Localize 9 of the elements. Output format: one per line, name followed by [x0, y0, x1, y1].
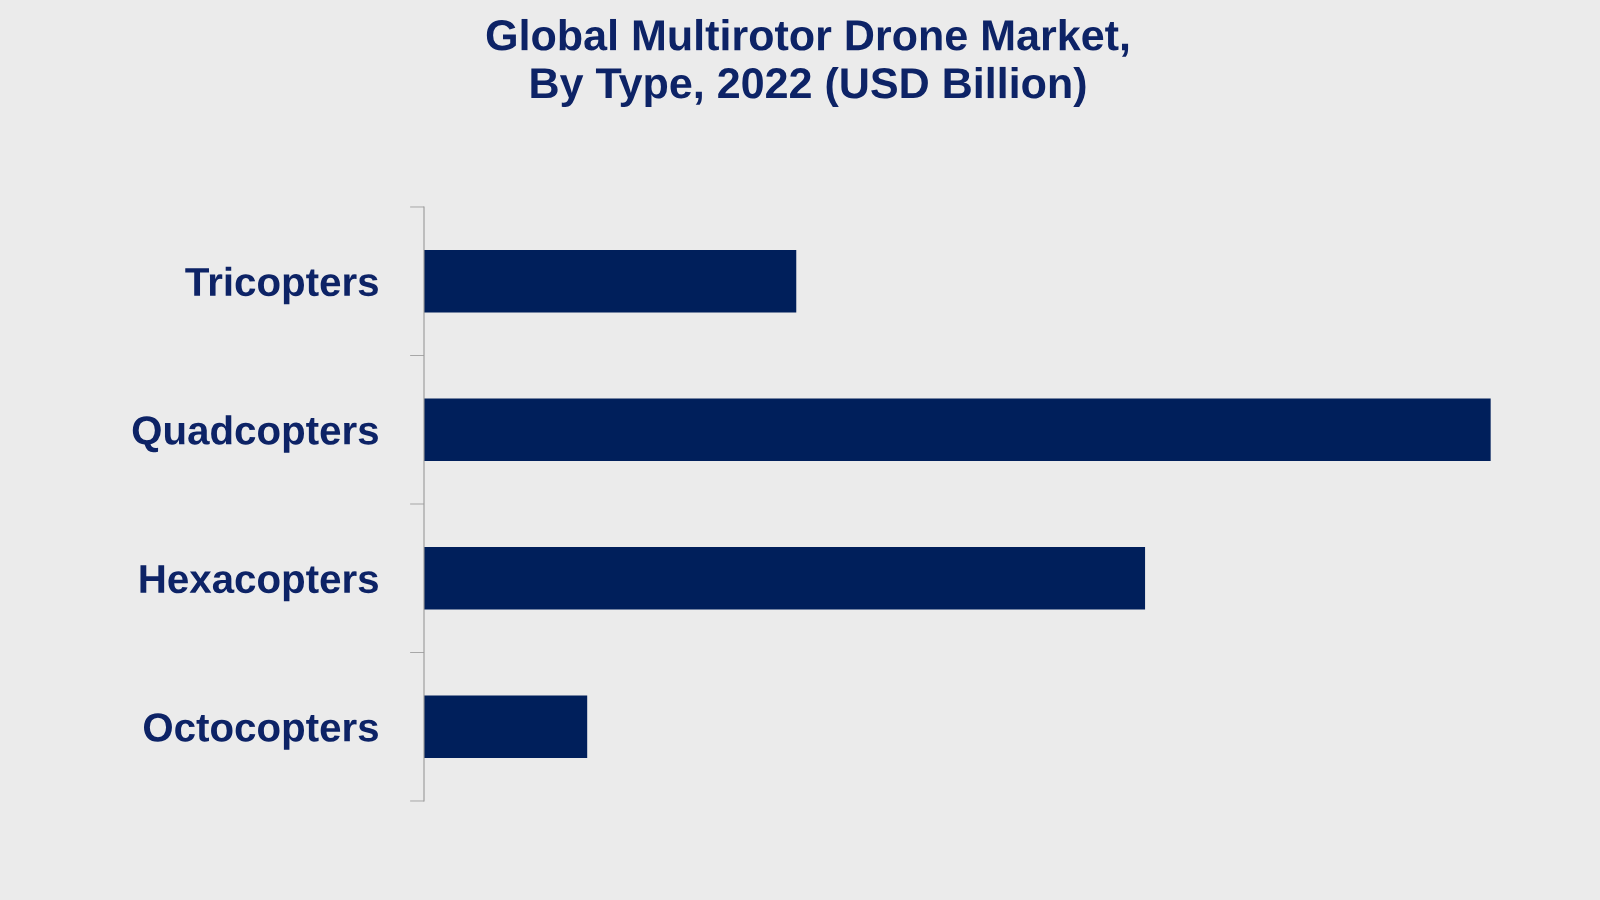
bar — [424, 398, 1491, 461]
bar — [424, 547, 1146, 610]
y-tick-label: Hexacopters — [140, 565, 378, 602]
y-tick-label: Quadcopters — [132, 415, 378, 453]
y-tick-label: Octocopters — [143, 713, 378, 750]
bar — [424, 250, 797, 313]
bar — [424, 695, 588, 758]
y-tick-label: Tricopters — [185, 266, 378, 305]
chart-title: Global Multirotor Drone Market, By Type, 2022 (USD Billion) — [486, 18, 1129, 108]
